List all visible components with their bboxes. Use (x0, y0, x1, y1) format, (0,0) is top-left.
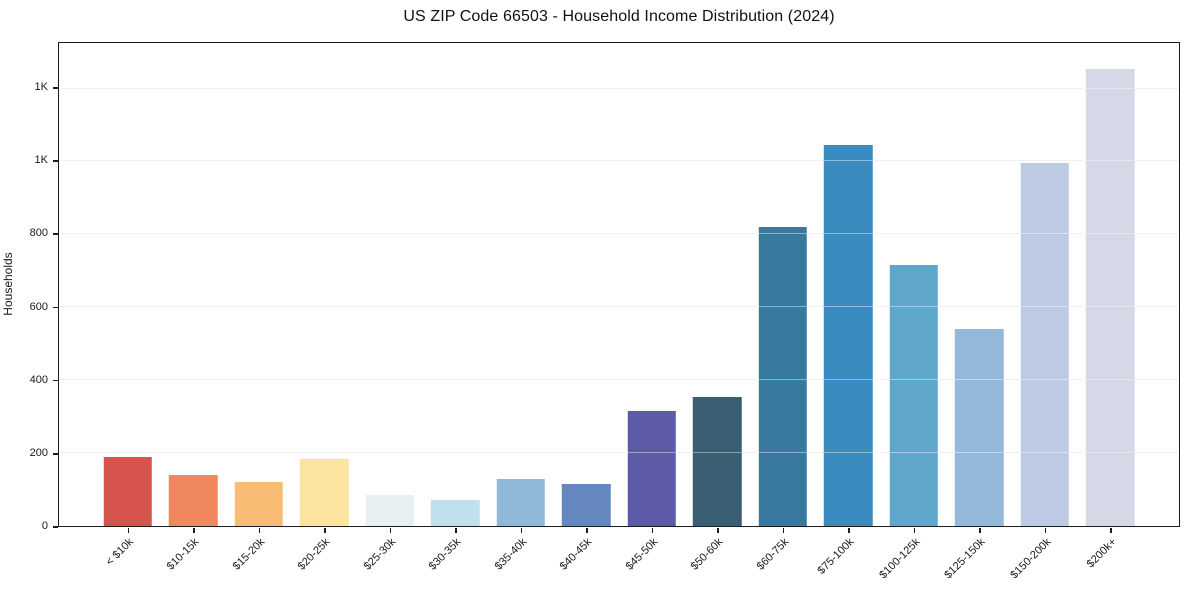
y-tick-mark (53, 160, 58, 162)
x-tick-label: $30-35k (427, 536, 464, 573)
x-tick-label: $125-150k (942, 536, 988, 582)
gridline (59, 160, 1179, 162)
bar-slot: $45-50k (619, 43, 685, 573)
x-tick-mark (193, 528, 195, 533)
bar (824, 145, 873, 526)
gridlines-under (59, 43, 1179, 526)
x-tick-mark (324, 528, 326, 533)
bar-slot: $35-40k (488, 43, 554, 573)
x-tick-mark (455, 528, 457, 533)
bar-slot: $40-45k (554, 43, 620, 573)
bar-slot: $20-25k (292, 43, 358, 573)
x-tick-label: $75-100k (815, 536, 857, 577)
gridline (59, 306, 1179, 308)
bar-slot: $15-20k (226, 43, 292, 573)
bar (889, 265, 938, 526)
x-tick-label: $25-30k (361, 536, 399, 573)
x-tick-label: $20-25k (296, 536, 333, 573)
y-tick-mark (53, 379, 58, 382)
y-tick-label: 0 (41, 520, 48, 533)
x-tick-mark (782, 528, 785, 533)
bar-slot: $25-30k (357, 43, 423, 573)
y-tick-label: 1K (34, 81, 48, 93)
y-tick-label: 800 (29, 227, 48, 240)
bar (431, 500, 480, 526)
bar (758, 227, 807, 526)
x-tick-mark (913, 528, 916, 533)
bar (1020, 163, 1069, 526)
x-tick-mark (1044, 528, 1047, 533)
bar-slot: $125-150k (942, 43, 1013, 581)
chart-title: US ZIP Code 66503 - Household Income Dis… (403, 8, 835, 25)
x-tick-mark (127, 528, 130, 533)
bar-slot: < $10k (95, 43, 161, 568)
y-axis: 0 200 400 600 800 1K 1K (0, 42, 58, 532)
x-tick-label: $100-125k (876, 536, 923, 582)
bar (1086, 68, 1135, 526)
x-tick-label: $60-75k (754, 536, 792, 573)
bar-slot: $200k+ (1078, 43, 1144, 570)
y-tick-label: 200 (29, 447, 48, 460)
plot-area: < $10k $10-15k $15-20k $20-25k $25-30k $30-35… (58, 42, 1180, 581)
x-tick-mark (979, 528, 981, 533)
bar-slot: $50-60k (685, 43, 751, 573)
y-tick-mark (53, 306, 58, 309)
y-tick-mark (53, 233, 58, 235)
x-tick-label: $45-50k (623, 536, 661, 573)
x-tick-label: $10-15k (165, 536, 202, 573)
bar-slot: $75-100k (816, 43, 882, 577)
x-tick-mark (520, 528, 523, 533)
x-tick-label: $35-40k (492, 536, 530, 573)
x-tick-mark (717, 528, 719, 533)
bar-slot: $150-200k (1008, 43, 1078, 581)
x-tick-mark (586, 528, 588, 533)
gridline (59, 233, 1179, 235)
y-tick-mark (53, 526, 58, 528)
bar (234, 482, 283, 526)
bar (300, 458, 349, 526)
bar (169, 474, 218, 526)
bar-slot: $10-15k (161, 43, 227, 573)
bars-layer: < $10k $10-15k $15-20k $20-25k $25-30k $30-35… (59, 43, 1179, 581)
bar (693, 396, 742, 526)
y-tick-mark (53, 87, 58, 89)
x-tick-mark (389, 528, 392, 533)
gridline (59, 379, 1179, 381)
x-tick-mark (848, 528, 850, 533)
x-tick-mark (258, 528, 261, 533)
gridline (59, 452, 1179, 454)
bar (955, 329, 1004, 526)
bar-slot: $100-125k (877, 43, 947, 581)
bar (562, 484, 611, 526)
y-tick-label: 1K (34, 154, 48, 167)
gridline (59, 87, 1179, 89)
x-tick-label: $15-20k (230, 536, 268, 573)
bar (627, 411, 676, 526)
bar (365, 495, 414, 526)
x-tick-label: $150-200k (1007, 536, 1054, 582)
bar-slot: $60-75k (750, 43, 816, 573)
y-tick-label: 600 (29, 300, 48, 313)
x-tick-label: < $10k (104, 536, 137, 569)
bar (496, 478, 545, 526)
x-tick-mark (651, 528, 654, 533)
x-tick-label: $200k+ (1084, 536, 1119, 571)
x-tick-label: $50-60k (689, 536, 726, 573)
y-tick-label: 400 (29, 373, 48, 386)
bar-slot: $30-35k (423, 43, 489, 573)
bar (103, 456, 152, 526)
x-tick-mark (1110, 528, 1112, 533)
y-tick-mark (53, 453, 58, 455)
x-tick-label: $40-45k (558, 536, 595, 573)
